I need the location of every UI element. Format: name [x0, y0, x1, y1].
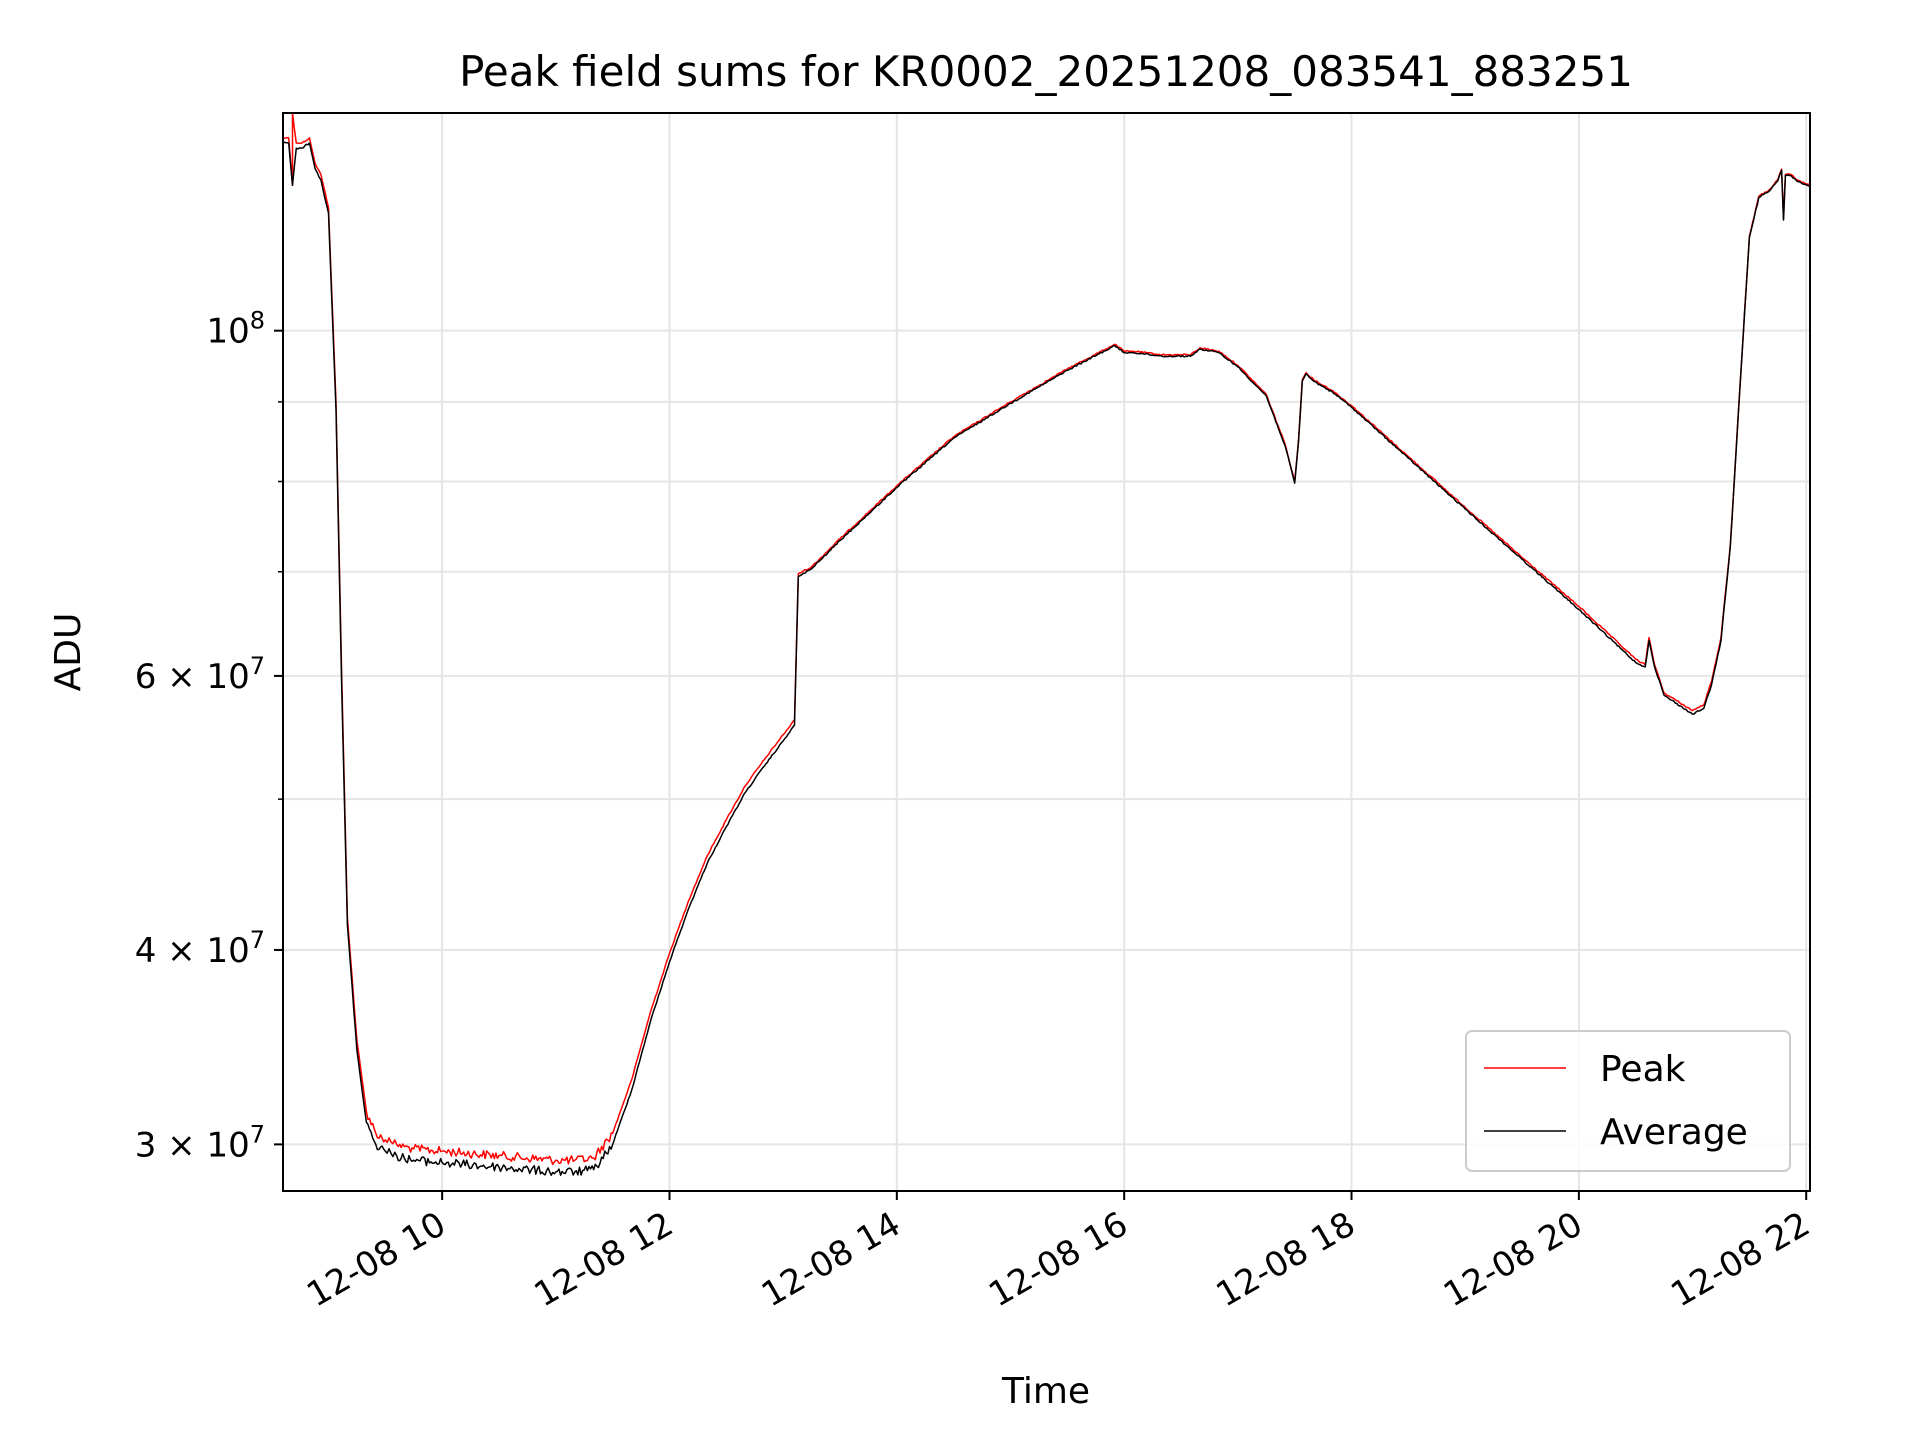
legend-label-average: Average: [1600, 1112, 1748, 1153]
y-tick-label: 3 × 107: [135, 1120, 265, 1165]
series-layer: [283, 113, 1810, 1176]
series-line-average: [283, 141, 1810, 1176]
y-tick-label: 4 × 107: [135, 926, 265, 971]
legend: Peak Average: [1465, 1030, 1791, 1172]
legend-box: [1465, 1030, 1791, 1172]
series-line-peak: [283, 113, 1810, 1166]
legend-label-peak: Peak: [1600, 1049, 1686, 1090]
plot-frame: [282, 112, 1811, 1192]
y-tick-label: 6 × 107: [135, 652, 265, 697]
x-axis-title: Time: [1001, 1371, 1090, 1412]
grid-lines: [283, 113, 1810, 1191]
y-axis-title: ADU: [48, 613, 89, 692]
chart-title: Peak field sums for KR0002_20251208_0835…: [459, 47, 1633, 96]
